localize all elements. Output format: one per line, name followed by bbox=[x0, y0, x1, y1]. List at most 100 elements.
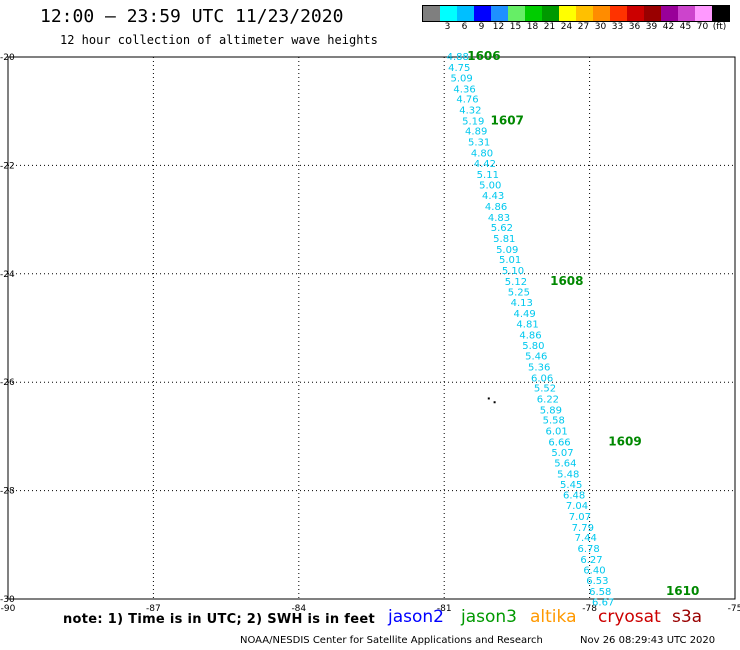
swh-value-label: 6.53 bbox=[586, 576, 608, 587]
color-swatch bbox=[457, 6, 474, 21]
swh-value-label: 5.46 bbox=[525, 352, 547, 363]
swh-value-label: 5.58 bbox=[543, 416, 565, 427]
swh-value-label: 6.01 bbox=[546, 426, 568, 437]
swh-value-label: 4.80 bbox=[471, 148, 493, 159]
swh-value-label: 5.81 bbox=[493, 234, 515, 245]
color-swatch bbox=[491, 6, 508, 21]
color-swatch bbox=[440, 6, 457, 21]
color-scale-label: 12 bbox=[492, 22, 505, 32]
color-swatch bbox=[525, 6, 542, 21]
swh-value-label: 6.66 bbox=[548, 437, 570, 448]
swh-value-label: 4.86 bbox=[519, 331, 541, 342]
color-swatch bbox=[661, 6, 678, 21]
color-swatch bbox=[610, 6, 627, 21]
color-scale-bar bbox=[422, 5, 730, 22]
swh-value-label: 5.01 bbox=[499, 255, 521, 266]
swh-value-label: 7.44 bbox=[575, 533, 597, 544]
color-scale-label: 21 bbox=[543, 22, 556, 32]
lon-tick-label: -87 bbox=[146, 604, 161, 614]
lat-tick-label: -22 bbox=[0, 161, 15, 171]
swh-value-label: 6.67 bbox=[592, 598, 614, 609]
legend-s3a: s3a bbox=[672, 607, 703, 627]
footer-note: note: 1) Time is in UTC; 2) SWH is in fe… bbox=[63, 612, 375, 627]
swh-value-label: 4.13 bbox=[511, 298, 533, 309]
swh-value-label: 4.43 bbox=[482, 191, 504, 202]
lon-tick-label: -78 bbox=[582, 604, 597, 614]
swh-value-label: 5.48 bbox=[557, 469, 579, 480]
swh-value-label: 5.00 bbox=[479, 180, 501, 191]
swh-value-label: 4.76 bbox=[456, 95, 478, 106]
swh-value-label: 4.81 bbox=[516, 320, 538, 331]
lon-tick-label: -81 bbox=[437, 604, 452, 614]
swh-value-label: 4.83 bbox=[488, 213, 510, 224]
lat-tick-label: -30 bbox=[0, 595, 15, 605]
color-scale-label: 6 bbox=[461, 22, 468, 32]
color-scale-label: 30 bbox=[594, 22, 607, 32]
pass-time-label: 1606 bbox=[467, 49, 500, 63]
legend-jason3: jason3 bbox=[461, 607, 517, 627]
land-point bbox=[493, 401, 496, 404]
swh-value-label: 5.80 bbox=[522, 341, 544, 352]
swh-value-label: 5.09 bbox=[496, 245, 518, 256]
swh-value-label: 4.49 bbox=[514, 309, 536, 320]
color-swatch bbox=[593, 6, 610, 21]
lat-tick-label: -24 bbox=[0, 270, 15, 280]
color-swatch bbox=[627, 6, 644, 21]
color-swatch bbox=[644, 6, 661, 21]
color-scale-label: 36 bbox=[628, 22, 641, 32]
color-scale-label: 45 bbox=[679, 22, 692, 32]
color-swatch bbox=[423, 6, 440, 21]
swh-value-label: 4.42 bbox=[474, 159, 496, 170]
swh-value-label: 5.12 bbox=[505, 277, 527, 288]
swh-value-label: 5.31 bbox=[468, 138, 490, 149]
page-subtitle: 12 hour collection of altimeter wave hei… bbox=[60, 33, 378, 47]
swh-value-label: 5.62 bbox=[491, 223, 513, 234]
swh-value-label: 5.10 bbox=[502, 266, 524, 277]
swh-value-label: 5.36 bbox=[528, 362, 550, 373]
color-swatch bbox=[712, 6, 729, 21]
color-scale-label: 24 bbox=[560, 22, 573, 32]
pass-time-label: 1607 bbox=[491, 113, 524, 127]
swh-value-label: 7.79 bbox=[572, 523, 594, 534]
color-scale-label: 15 bbox=[509, 22, 522, 32]
color-scale-label: 27 bbox=[577, 22, 590, 32]
color-scale-label: 3 bbox=[444, 22, 451, 32]
color-scale-label: 70 bbox=[696, 22, 709, 32]
swh-value-label: 5.11 bbox=[477, 170, 499, 181]
swh-value-label: 7.07 bbox=[569, 512, 591, 523]
swh-value-label: 4.89 bbox=[465, 127, 487, 138]
color-swatch bbox=[542, 6, 559, 21]
swh-value-label: 6.48 bbox=[563, 490, 585, 501]
page-title: 12:00 – 23:59 UTC 11/23/2020 bbox=[40, 6, 344, 27]
swh-value-label: 4.32 bbox=[459, 106, 481, 117]
swh-value-label: 4.36 bbox=[453, 84, 475, 95]
lat-tick-label: -28 bbox=[0, 487, 15, 497]
legend-altika: altika bbox=[530, 607, 577, 627]
swh-value-label: 6.06 bbox=[531, 373, 553, 384]
swh-value-label: 4.75 bbox=[448, 63, 470, 74]
swh-value-label: 5.25 bbox=[508, 288, 530, 299]
map-frame bbox=[7, 56, 736, 600]
lat-tick-label: -20 bbox=[0, 53, 15, 63]
lon-tick-label: -75 bbox=[728, 604, 740, 614]
swh-value-label: 5.52 bbox=[534, 384, 556, 395]
color-scale-label: 42 bbox=[662, 22, 675, 32]
land-point bbox=[487, 397, 490, 400]
swh-value-label: 5.07 bbox=[551, 448, 573, 459]
pass-time-label: 1610 bbox=[666, 584, 699, 598]
color-scale-label: 33 bbox=[611, 22, 624, 32]
lat-tick-label: -26 bbox=[0, 378, 15, 388]
legend-cryosat: cryosat bbox=[598, 607, 661, 627]
legend-jason2: jason2 bbox=[388, 607, 444, 627]
swh-value-label: 6.78 bbox=[577, 544, 599, 555]
footer-timestamp: Nov 26 08:29:43 UTC 2020 bbox=[580, 635, 716, 646]
swh-value-label: 5.19 bbox=[462, 116, 484, 127]
swh-value-label: 5.45 bbox=[560, 480, 582, 491]
swh-value-label: 4.86 bbox=[485, 202, 507, 213]
lon-tick-label: -90 bbox=[1, 604, 16, 614]
swh-value-label: 5.09 bbox=[451, 74, 473, 85]
color-swatch bbox=[695, 6, 712, 21]
swh-value-label: 4.88 bbox=[447, 52, 469, 63]
swh-value-label: 6.22 bbox=[537, 394, 559, 405]
